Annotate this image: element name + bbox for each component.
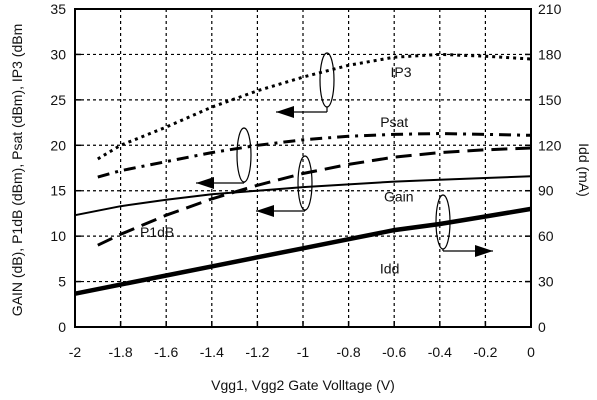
series-line-psat (97, 131, 532, 179)
x-tick-label: -1 (297, 344, 310, 360)
y-left-tick-label: 15 (50, 183, 66, 199)
grid (75, 9, 531, 327)
y-left-tick-label: 25 (50, 92, 66, 108)
x-tick-label: -1.2 (245, 344, 269, 360)
y-left-tick-label: 5 (58, 274, 66, 290)
y-right-tick-label: 150 (538, 92, 562, 108)
series-label-ip3: IP3 (391, 64, 412, 80)
series-label-idd: Idd (380, 260, 399, 276)
y-right-tick-label: 210 (538, 1, 562, 17)
callouts (196, 52, 493, 257)
x-tick-label: -0.6 (382, 344, 406, 360)
y-left-tick-label: 30 (50, 46, 66, 62)
x-tick-label: -0.2 (473, 344, 497, 360)
series-line-idd (74, 206, 532, 296)
y-right-tick-label: 30 (538, 274, 554, 290)
x-tick-label: -0.8 (337, 344, 361, 360)
ticks: -2 -1.8 -1.6 -1.4 -1.2 -1 -0.8 -0.6 -0.4 -0.2 0051… (50, 1, 561, 360)
series-label-gain: Gain (384, 189, 414, 205)
x-tick-label: -1.6 (154, 344, 178, 360)
series-label-psat: Psat (380, 114, 408, 130)
psat-ellipse (236, 127, 252, 183)
y-left-tick-label: 0 (58, 319, 66, 335)
x-tick-label: 0 (527, 344, 535, 360)
series-line-p1db (97, 146, 532, 247)
idd-arrow-head (475, 245, 493, 257)
y-right-tick-label: 90 (538, 183, 554, 199)
y-right-tick-label: 120 (538, 137, 562, 153)
y-left-tick-label: 20 (50, 137, 66, 153)
p1db-ellipse (297, 155, 313, 211)
y-right-tick-label: 180 (538, 46, 562, 62)
y-right-tick-label: 0 (538, 319, 546, 335)
psat-arrow-head (196, 177, 214, 189)
labels: IP3 Psat Gain P1dB Idd (140, 64, 414, 276)
p1db-arrow-head (256, 205, 274, 217)
y-axis-label-left: GAIN (dB), P1dB (dBm), Psat (dBm), IP3 (… (9, 24, 25, 317)
x-tick-label: -1.4 (200, 344, 224, 360)
series-line-gain (74, 175, 532, 217)
ip3-arrow-head (276, 106, 294, 118)
y-right-tick-label: 60 (538, 228, 554, 244)
x-tick-label: -2 (69, 344, 82, 360)
y-axis-label-right: Idd (mA) (576, 143, 592, 197)
series-label-p1db: P1dB (140, 224, 174, 240)
ip3-ellipse (319, 52, 335, 108)
series (74, 52, 532, 296)
series-line-ip3 (97, 52, 532, 161)
x-tick-label: -1.8 (109, 344, 133, 360)
x-tick-label: -0.4 (428, 344, 452, 360)
y-left-tick-label: 35 (50, 1, 66, 17)
y-left-tick-label: 10 (50, 228, 66, 244)
x-axis-label: Vgg1, Vgg2 Gate Volltage (V) (211, 377, 395, 393)
